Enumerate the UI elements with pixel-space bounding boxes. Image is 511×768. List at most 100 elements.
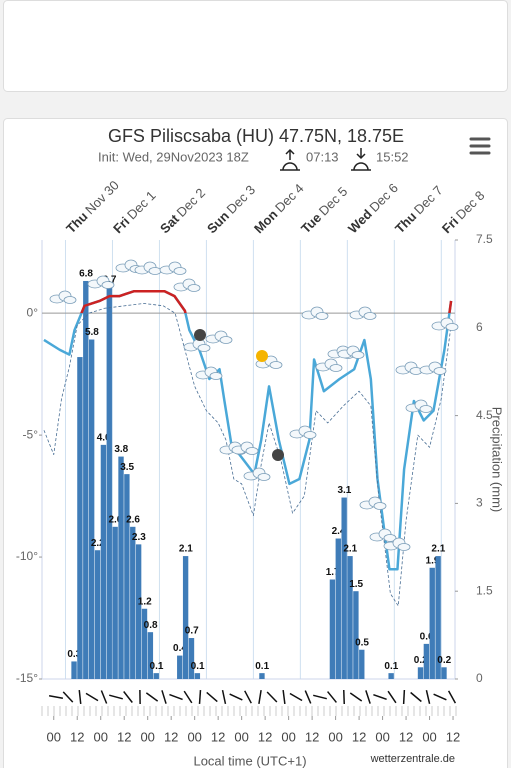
bar-value-label: 0.1 (255, 661, 269, 672)
weather-icon (243, 467, 271, 481)
y2-tick-label: 6 (476, 320, 483, 334)
x-tick-label: 12 (399, 729, 413, 744)
precip-bar (83, 280, 89, 679)
temperature-line-above-zero (80, 289, 453, 314)
wind-arrow (387, 690, 397, 704)
weather-icon (349, 306, 377, 320)
wind-arrow (244, 690, 252, 704)
bar-value-label: 1.7 (326, 567, 340, 578)
x-tick-label: 12 (258, 729, 272, 744)
precip-bar (441, 667, 447, 679)
precip-bar (359, 649, 365, 679)
bar-value-label: 6.7 (103, 274, 117, 285)
precip-bar (429, 567, 435, 679)
y2-tick-label: 0 (476, 671, 483, 685)
precip-bar (100, 444, 107, 679)
y-tick-label: -5° (23, 427, 39, 441)
bar-value-label: 2.1 (179, 544, 193, 555)
x-tick-label: 00 (328, 729, 342, 744)
weather-icon (419, 361, 447, 375)
precip-bar (435, 556, 441, 679)
wind-arrow (221, 689, 227, 705)
y-tick-label: 0° (27, 305, 39, 319)
bar-value-label: 2.6 (108, 514, 122, 525)
weather-icon (134, 261, 162, 275)
x-tick-label: 12 (164, 729, 178, 744)
wind-arrow (169, 693, 183, 701)
x-tick-label: 00 (93, 729, 107, 744)
bar-value-label: 5.8 (85, 327, 99, 338)
weather-icon (395, 361, 423, 375)
precip-bar (347, 556, 353, 679)
wind-arrow (433, 693, 447, 701)
precip-bar (182, 556, 189, 679)
cloud-part (63, 296, 77, 304)
bar-value-label: 1.2 (138, 596, 152, 607)
precip-bar (177, 655, 183, 679)
precip-bar (94, 550, 101, 679)
menu-button[interactable] (469, 137, 491, 155)
sun-icon (256, 350, 268, 362)
wind-arrow (198, 689, 202, 705)
weather-icon (431, 317, 459, 331)
wind-arrow (304, 690, 312, 704)
moon-icon (272, 449, 284, 461)
y-tick-label: -10° (16, 549, 38, 563)
precip-bar (188, 638, 195, 679)
cloud-part (173, 267, 187, 275)
wind-arrow (425, 690, 431, 704)
weather-icon (255, 355, 283, 369)
bar-value-label: 6.8 (79, 269, 93, 280)
wind-arrow (266, 691, 278, 703)
sunrise-icon (280, 148, 300, 171)
precip-bar (135, 544, 142, 679)
wind-arrow (258, 689, 262, 705)
y2-tick-label: 4.5 (476, 408, 493, 422)
wind-arrow (109, 694, 123, 700)
y2-tick-label: 1.5 (476, 583, 493, 597)
precip-bar (259, 673, 265, 679)
cloud-part (257, 473, 271, 481)
weather-icon (383, 537, 411, 551)
cloud-part (397, 543, 411, 551)
bar-value-label: 4.0 (97, 433, 111, 444)
precip-bar (77, 357, 83, 679)
cloud-part (197, 344, 211, 352)
x-tick-label: 00 (47, 729, 61, 744)
wind-arrow (229, 693, 243, 701)
bar-value-label: 0.6 (420, 632, 434, 643)
precip-bar (141, 608, 148, 679)
wind-arrow (365, 690, 371, 704)
y2-tick-label: 3 (476, 496, 483, 510)
bar-value-label: 0.1 (150, 661, 164, 672)
weather-icon (173, 278, 201, 292)
bar-value-label: 0.7 (185, 626, 199, 637)
cloud-part (315, 312, 329, 320)
x-tick-label: 12 (305, 729, 319, 744)
x-tick-label: 12 (352, 729, 366, 744)
x-tick-label: 12 (70, 729, 84, 744)
sunset-icon (351, 148, 371, 171)
cloud-part (433, 367, 447, 375)
wind-arrow (100, 690, 108, 704)
weather-icon (359, 496, 387, 510)
bar-value-label: 0.3 (67, 649, 81, 660)
x-tick-label: 00 (375, 729, 389, 744)
y2-tick-label: 7.5 (476, 232, 493, 246)
init-label: Init: Wed, 29Nov2023 18Z (98, 149, 249, 164)
top-card (3, 0, 508, 92)
bar-value-label: 1.9 (426, 555, 440, 566)
precip-bar (417, 667, 424, 679)
weather-icon (87, 275, 115, 289)
wind-arrow (402, 689, 406, 705)
y-tick-label: -15° (16, 671, 38, 685)
precip-bar (329, 579, 336, 679)
cloud-part (269, 361, 283, 369)
cloud-part (245, 447, 259, 455)
precip-bar (71, 661, 77, 679)
precip-bar (353, 591, 359, 679)
bar-value-label: 0.2 (437, 655, 451, 666)
x-tick-label: 12 (446, 729, 460, 744)
x-tick-label: 00 (187, 729, 201, 744)
